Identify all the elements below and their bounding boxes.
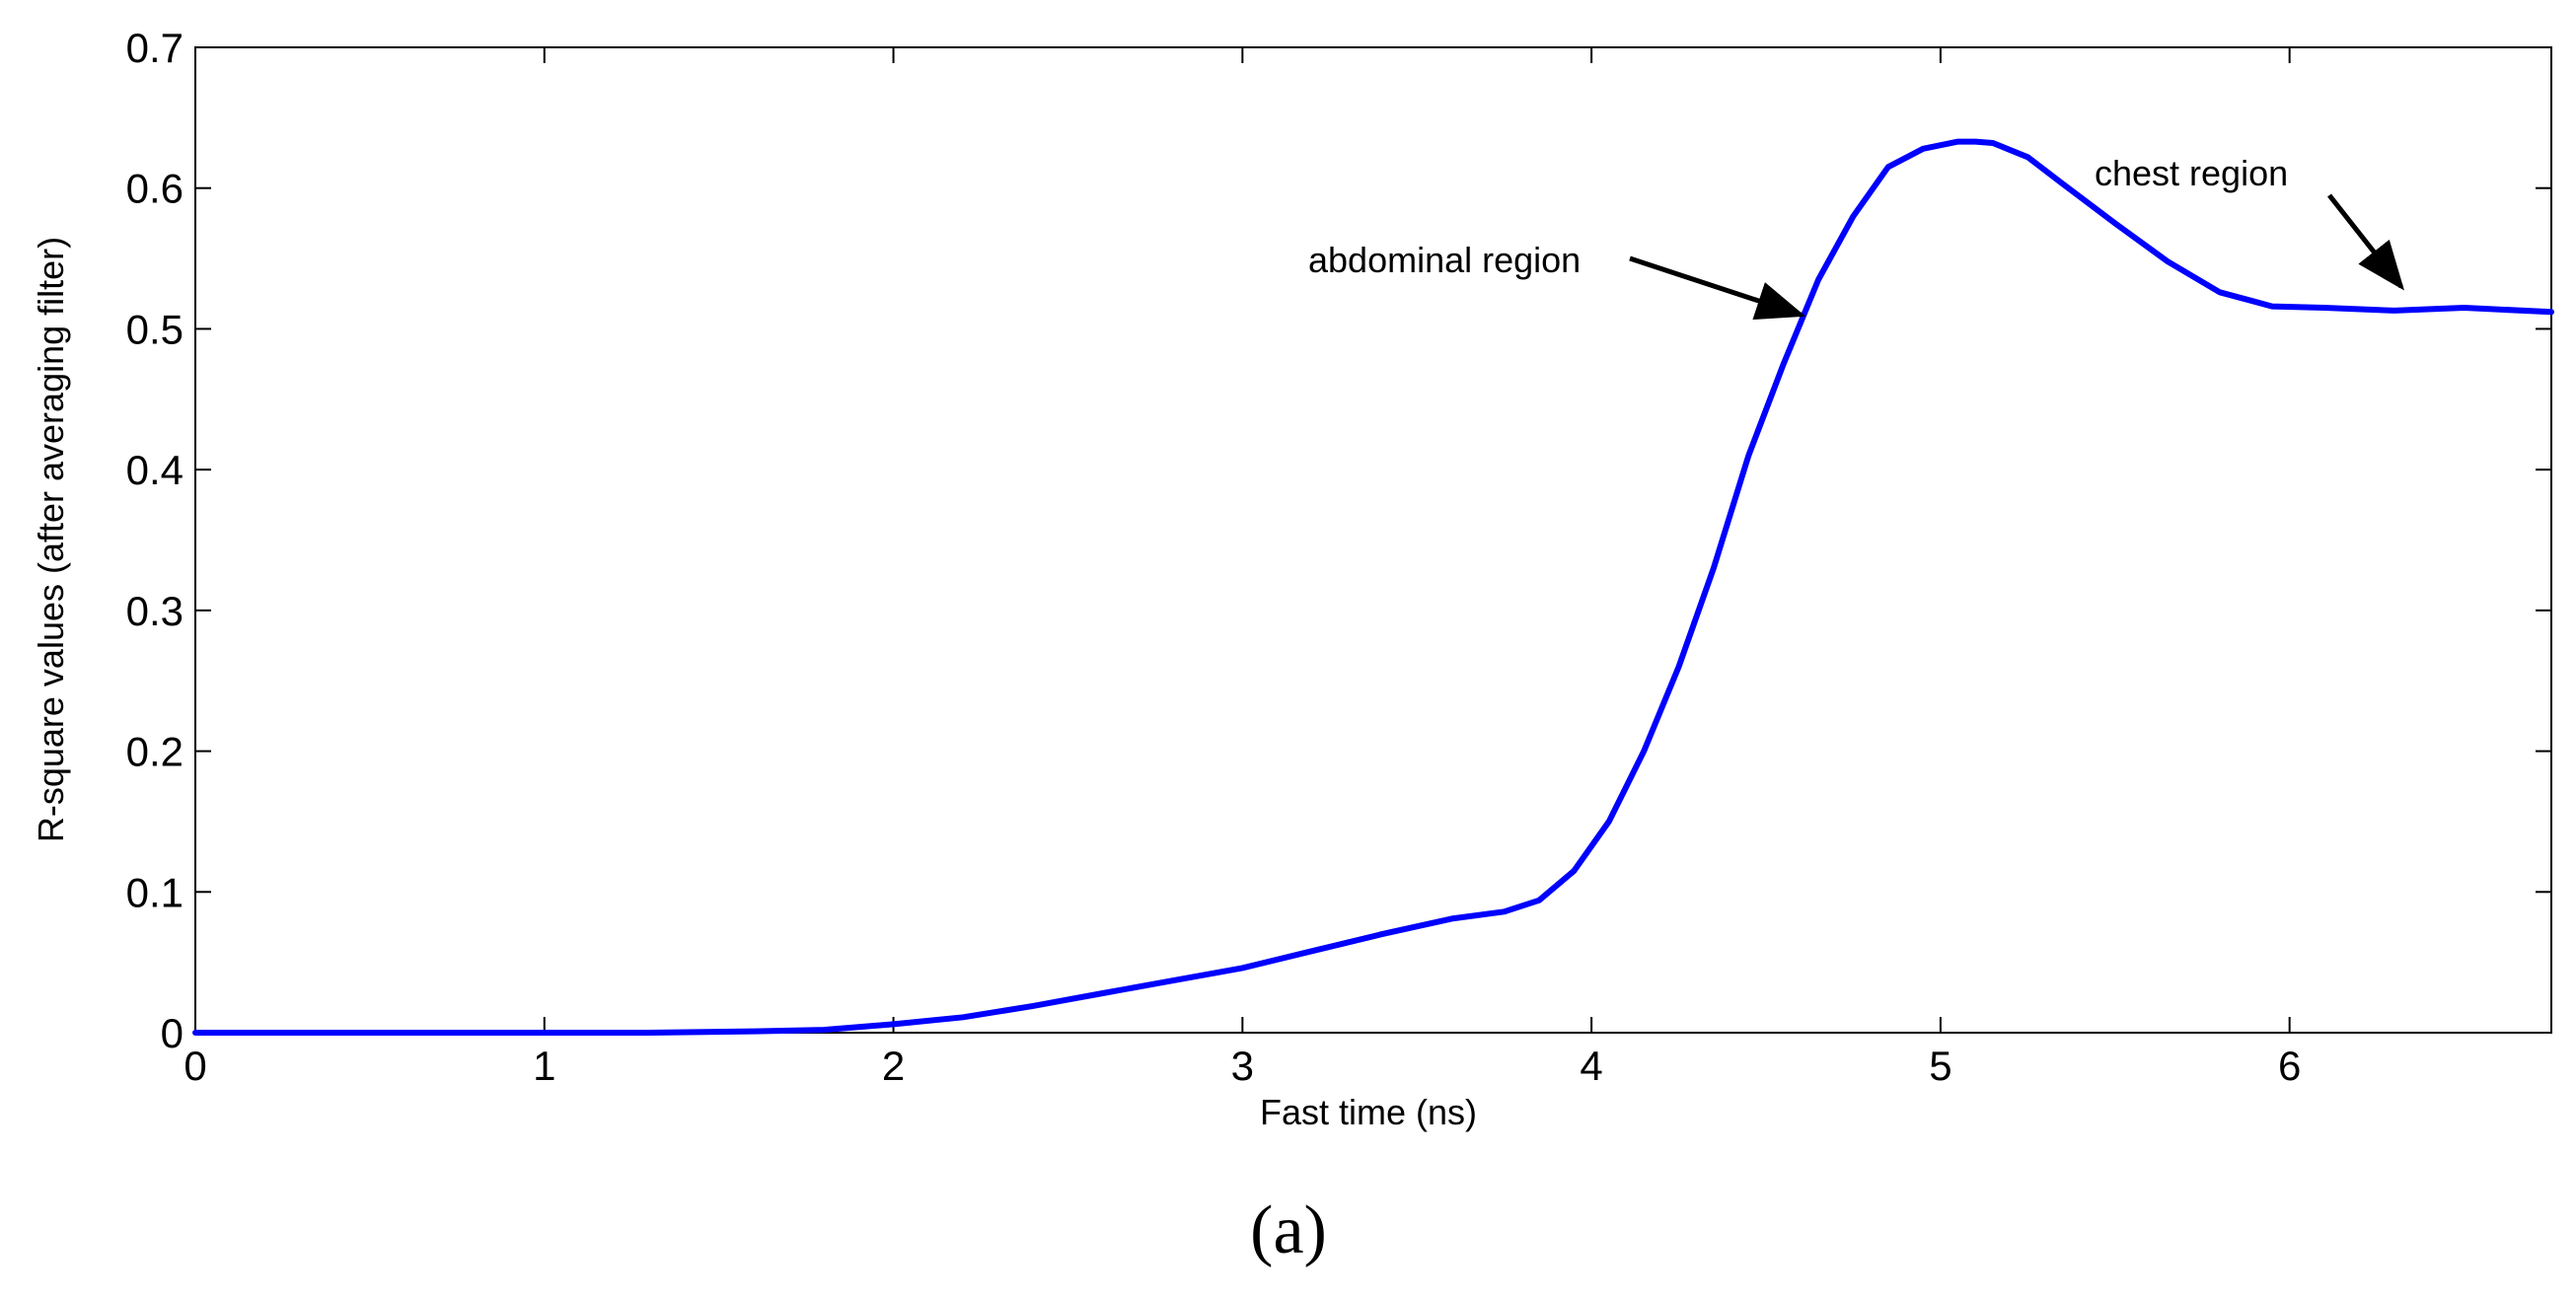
axis-tick-labels: 0 1 2 3 4 5 6 0 0.1 0.2 0.3 0.4 0.5 0.6 0.7 [126, 25, 2302, 1089]
annotation-arrow [1629, 255, 1806, 321]
y-tick-label: 0.1 [126, 869, 184, 915]
annotation-arrow [2327, 193, 2404, 291]
annotation-label: chest region [2095, 153, 2288, 193]
x-tick-label: 6 [2278, 1043, 2301, 1089]
y-tick-label: 0.3 [126, 588, 184, 634]
series-layer [192, 138, 2554, 1036]
x-tick-label: 2 [882, 1043, 905, 1089]
axis-ticks [194, 46, 2551, 1034]
x-tick-label: 4 [1580, 1043, 1602, 1089]
annotation-label: abdominal region [1308, 240, 1581, 280]
x-tick-label: 5 [1929, 1043, 1951, 1089]
y-axis-label: R-square values (after averaging filter) [31, 237, 71, 842]
x-axis-label: Fast time (ns) [1260, 1092, 1477, 1132]
y-tick-label: 0.7 [126, 25, 184, 71]
y-tick-label: 0.6 [126, 166, 184, 212]
x-tick-label: 0 [184, 1043, 206, 1089]
annotation-layer: abdominal region chest region [1308, 153, 2404, 321]
series-line [192, 138, 2554, 1036]
x-tick-label: 3 [1231, 1043, 1254, 1089]
x-tick-label: 1 [533, 1043, 555, 1089]
y-tick-label: 0.2 [126, 729, 184, 775]
plot-area [194, 46, 2552, 1034]
y-tick-label: 0.5 [126, 306, 184, 352]
y-tick-label: 0.4 [126, 447, 184, 493]
panel-label: (a) [1250, 1192, 1327, 1268]
y-tick-label: 0 [161, 1010, 184, 1056]
